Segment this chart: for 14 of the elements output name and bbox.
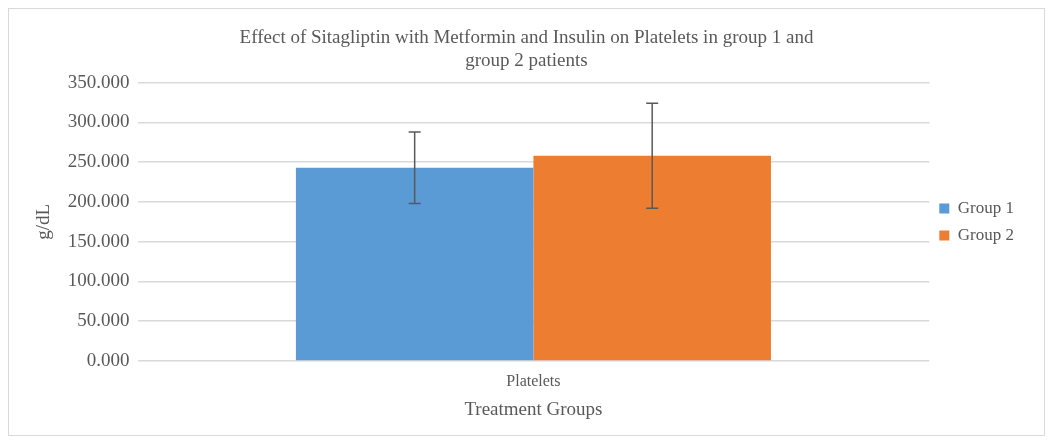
y-tick-label: 200.000: [67, 189, 130, 211]
y-tick-label: 0.000: [86, 348, 130, 370]
y-tick-label: 50.000: [77, 309, 130, 331]
x-axis-title: Treatment Groups: [464, 397, 603, 419]
x-tick-label: Platelets: [506, 371, 561, 389]
y-tick-label: 350.000: [67, 70, 130, 92]
y-tick-label: 300.000: [67, 110, 130, 132]
legend-label: Group 1: [957, 197, 1015, 217]
y-tick-label: 100.000: [67, 269, 130, 291]
legend-label: Group 2: [957, 224, 1015, 244]
y-tick-label: 250.000: [67, 150, 130, 172]
y-axis-title: g/dL: [32, 203, 54, 240]
y-tick-label: 150.000: [67, 229, 130, 251]
chart-title: Effect of Sitagliptin with Metformin and Insulin on Platelets in group 1 and group 2 patients: [239, 26, 814, 71]
